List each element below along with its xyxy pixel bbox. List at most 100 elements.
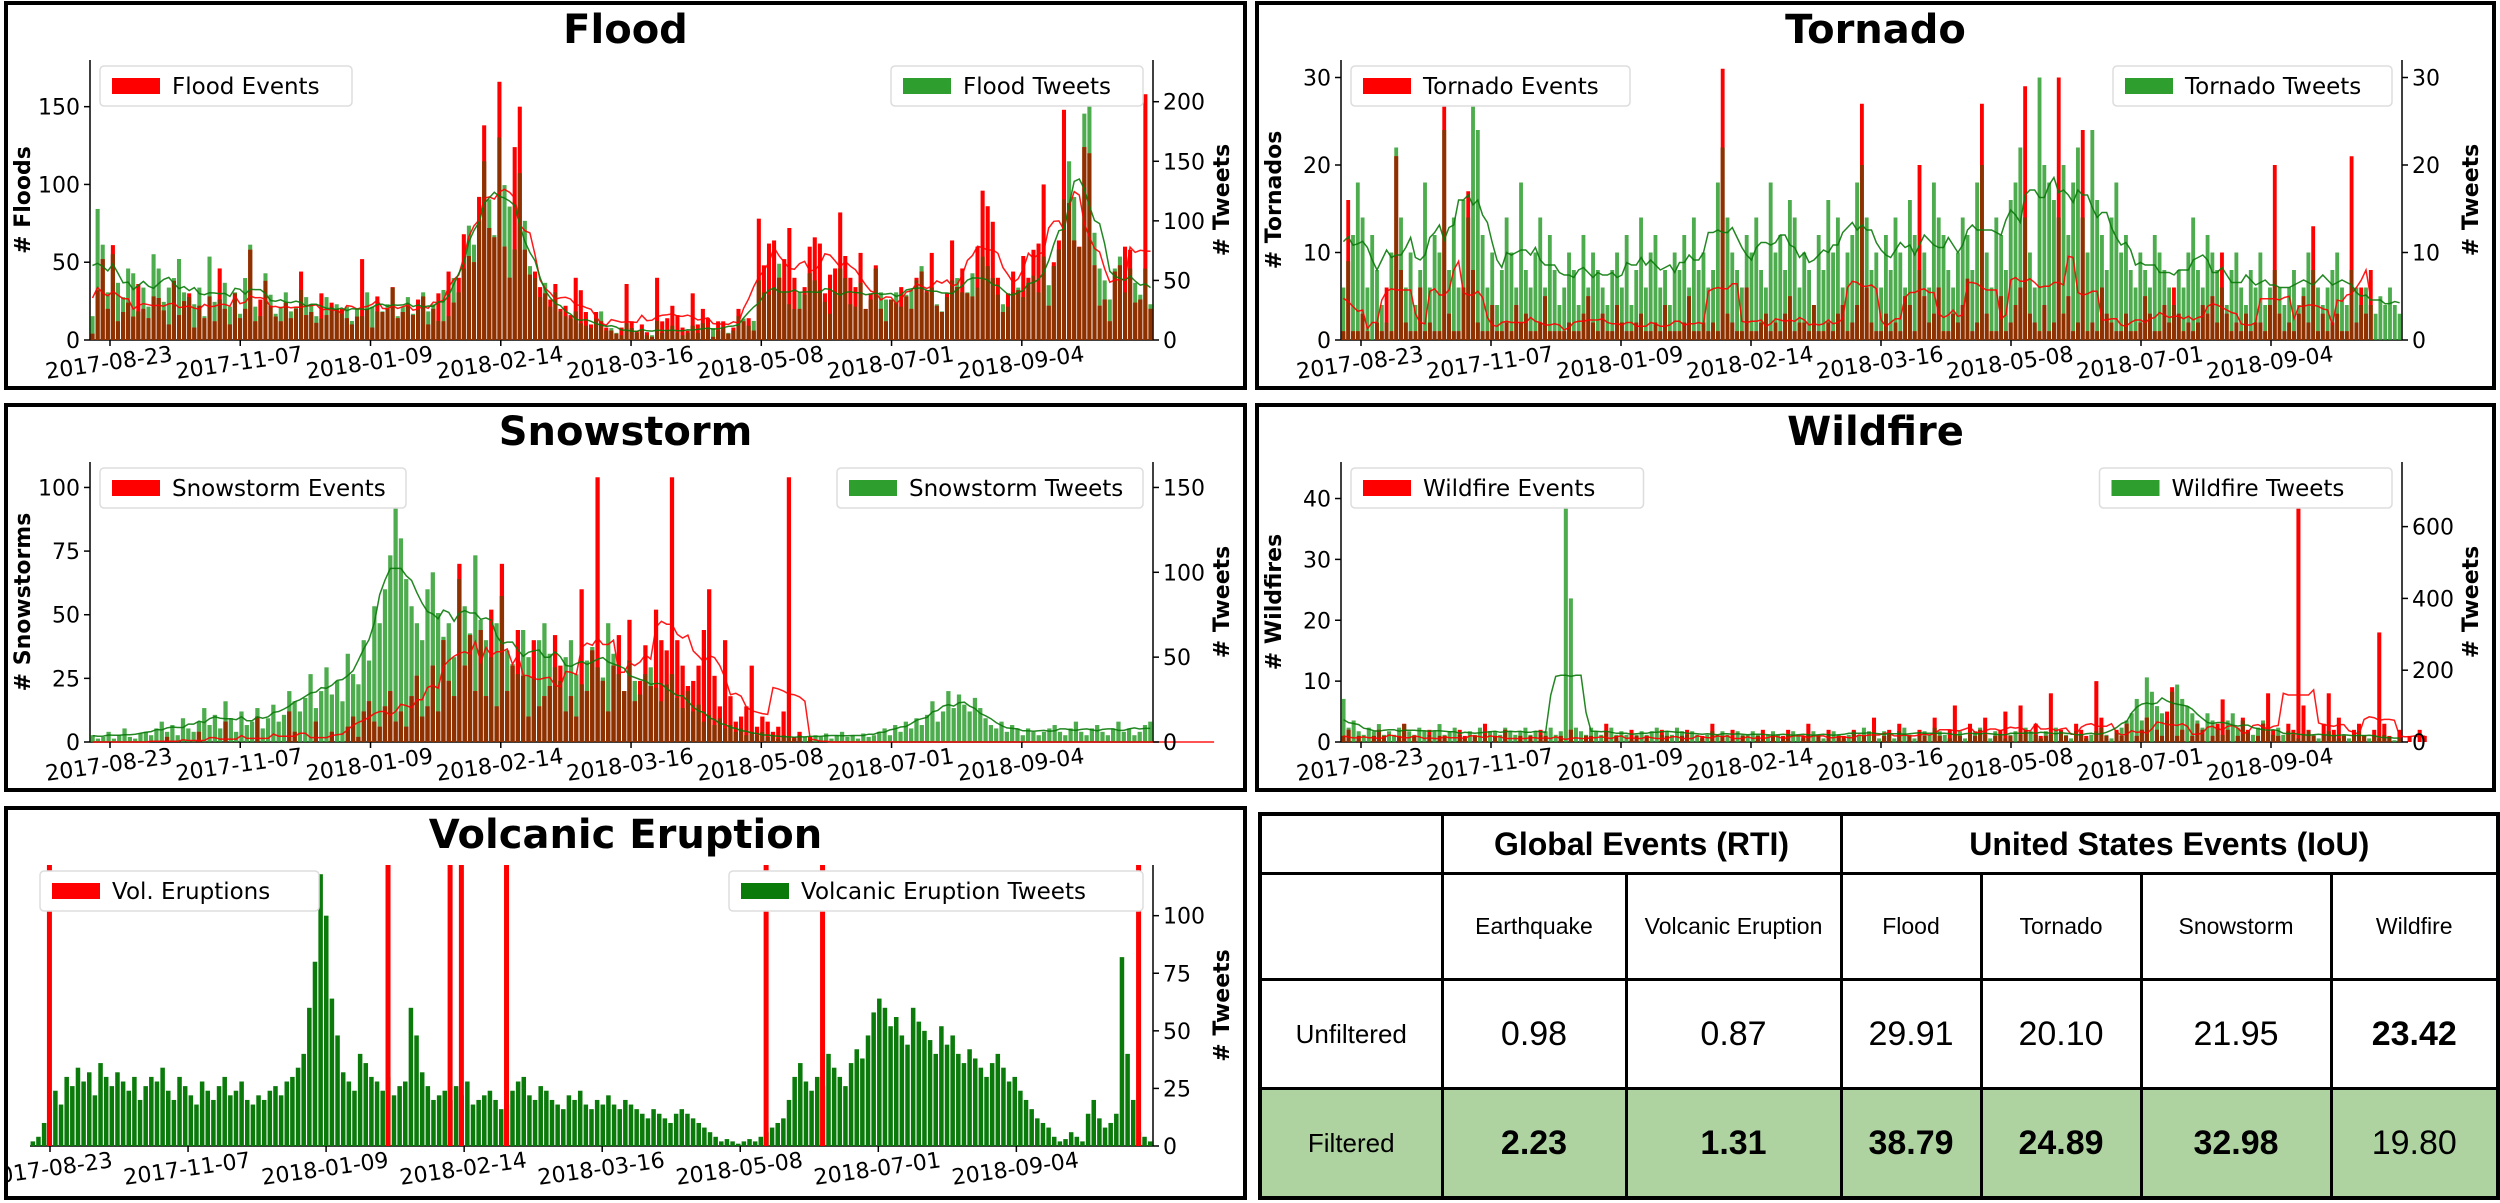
legend-swatch-tweets: [2125, 78, 2173, 94]
overlap-bar: [653, 687, 659, 742]
tweet-bar: [589, 1109, 594, 1146]
tweet-bar: [656, 1113, 662, 1146]
overlap-bar: [1504, 322, 1509, 340]
overlap-bar: [1399, 270, 1403, 340]
x-tick-label: 2018-02-14: [435, 342, 565, 385]
tweet-bar: [1739, 287, 1744, 340]
overlap-bar: [1773, 322, 1778, 340]
overlap-bar: [2258, 322, 2263, 340]
overlap-bar: [1451, 331, 1456, 340]
overlap-bar: [131, 316, 136, 340]
eruption-bar: [1136, 865, 1142, 1146]
tweet-bars: [1341, 77, 2402, 340]
tweet-bar: [813, 735, 818, 742]
overlap-bar: [1759, 322, 1763, 340]
tweet-bar: [983, 718, 988, 742]
overlap-bar: [848, 304, 853, 340]
legend-label-tweets: Volcanic Eruption Tweets: [801, 879, 1086, 905]
tweet-bar: [106, 731, 111, 742]
overlap-bar: [1365, 331, 1370, 340]
tweet-bar: [2186, 252, 2191, 340]
tweet-bar: [361, 640, 366, 742]
legend-label-tweets: Flood Tweets: [963, 74, 1111, 100]
tweet-bar: [36, 1136, 41, 1146]
overlap-bar: [716, 330, 721, 340]
overlap-bar: [420, 716, 425, 742]
tweet-bar: [1452, 727, 1457, 742]
overlap-bar: [1619, 322, 1624, 340]
tweet-bar: [425, 589, 430, 742]
tweet-bar: [2066, 235, 2071, 340]
tweet-bar: [824, 733, 829, 742]
overlap-bar: [1932, 727, 1937, 742]
tweet-bar: [1142, 725, 1148, 742]
event-bar: [1806, 723, 1811, 742]
tweet-bar: [148, 735, 154, 742]
eruption-bar: [504, 865, 510, 1146]
tweet-bar: [239, 711, 244, 742]
tweet-bar: [98, 1063, 103, 1146]
tweet-bar: [1749, 252, 1754, 340]
overlap-bar: [781, 735, 786, 742]
overlap-bar: [542, 696, 547, 742]
tweet-bar: [1936, 217, 1941, 340]
overlap-bar: [1077, 247, 1082, 340]
tweet-bar: [2104, 270, 2109, 340]
tweet-bar: [919, 725, 924, 742]
tweet-bar: [1907, 200, 1912, 340]
overlap-bar: [1031, 275, 1036, 340]
table-cell: 38.79: [1839, 1087, 1983, 1200]
tweet-bar: [1669, 734, 1674, 742]
tweet-bar: [303, 697, 308, 742]
tweet-bar: [1553, 734, 1558, 742]
tweet-bar: [561, 1109, 566, 1146]
column-header: Snowstorm: [2139, 872, 2333, 982]
overlap-bar: [894, 302, 899, 340]
overlap-bar: [2124, 723, 2129, 742]
tweet-bar: [809, 1090, 814, 1146]
tweet-bar: [2180, 698, 2185, 742]
legend-swatch-tweets: [741, 883, 789, 899]
tweet-bar: [802, 736, 807, 742]
overlap-bar: [1711, 322, 1715, 340]
overlap-bar: [634, 332, 639, 340]
overlap-bar: [863, 309, 868, 340]
tweet-bar: [882, 1007, 888, 1146]
overlap-bar: [1993, 735, 1998, 742]
overlap-bar: [1442, 735, 1447, 742]
overlap-bar: [2143, 296, 2148, 340]
overlap-bar: [510, 665, 515, 742]
tweet-bar: [967, 1049, 972, 1146]
tweet-bar: [1576, 305, 1581, 340]
overlap-bar: [960, 292, 965, 340]
overlap-bar: [171, 280, 176, 340]
tweet-bar: [1594, 731, 1599, 742]
tweet-bar: [2346, 738, 2351, 742]
overlap-bar: [1389, 331, 1394, 340]
overlap-bar: [770, 735, 776, 742]
overlap-bar: [2104, 735, 2109, 742]
overlap-bar: [1802, 322, 1807, 340]
x-tick-label: 2018-07-01: [826, 744, 956, 787]
overlap-bar: [2090, 322, 2095, 340]
y-axis-label: # Wildfires: [1262, 534, 1287, 670]
overlap-bar: [430, 665, 435, 742]
tweet-bar: [115, 1072, 120, 1146]
overlap-bar: [494, 706, 499, 742]
overlap-bar: [2341, 735, 2346, 742]
overlap-bar: [1912, 331, 1917, 340]
tweet-bar: [2230, 713, 2235, 742]
overlap-bar: [1615, 305, 1619, 340]
overlap-bar: [329, 306, 334, 340]
overlap-bar: [853, 306, 858, 340]
tweet-bar: [1690, 731, 1695, 742]
tweet-bar: [2344, 305, 2349, 340]
tweet-bar: [1711, 270, 1715, 340]
tweet-bar: [1883, 235, 1888, 340]
overlap-bar: [1586, 296, 1591, 340]
y2-tick-label: 0: [2412, 329, 2426, 354]
overlap-bar: [2152, 331, 2157, 340]
tweet-bar: [526, 657, 531, 742]
tweet-bar: [1102, 1127, 1108, 1146]
